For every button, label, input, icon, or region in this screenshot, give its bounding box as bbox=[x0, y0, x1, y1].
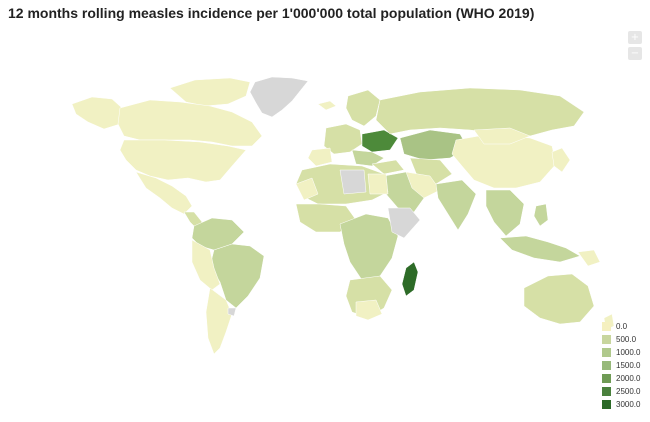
legend-item: 500.0 bbox=[602, 333, 640, 345]
region-alaska[interactable] bbox=[71, 96, 123, 130]
region-papua[interactable] bbox=[577, 249, 601, 267]
region-iberia[interactable] bbox=[307, 147, 333, 167]
legend-label: 500.0 bbox=[616, 334, 637, 344]
legend-swatch bbox=[602, 399, 611, 409]
region-mexico[interactable] bbox=[135, 171, 193, 215]
region-turkey[interactable] bbox=[371, 159, 405, 175]
legend-label: 1000.0 bbox=[616, 347, 641, 357]
region-western-europe[interactable] bbox=[323, 123, 363, 155]
region-western-sahara[interactable] bbox=[295, 177, 319, 201]
legend-swatch bbox=[602, 373, 611, 383]
legend-swatch bbox=[602, 386, 611, 396]
legend-label: 3000.0 bbox=[616, 399, 641, 409]
region-southeast-asia[interactable] bbox=[485, 189, 525, 237]
legend-item: 2500.0 bbox=[602, 385, 640, 397]
region-somalia-ethiopia[interactable] bbox=[387, 207, 421, 239]
legend-item: 0.0 bbox=[602, 320, 640, 332]
zoom-in-button[interactable]: + bbox=[628, 31, 642, 44]
zoom-out-button[interactable]: − bbox=[628, 47, 642, 60]
region-libya[interactable] bbox=[339, 169, 367, 195]
region-mongolia[interactable] bbox=[473, 127, 531, 145]
region-central-africa[interactable] bbox=[339, 213, 399, 281]
region-australia[interactable] bbox=[523, 273, 595, 325]
legend-label: 2000.0 bbox=[616, 373, 641, 383]
legend-item: 1500.0 bbox=[602, 359, 640, 371]
region-egypt[interactable] bbox=[367, 173, 389, 195]
legend-swatch bbox=[602, 360, 611, 370]
region-iran[interactable] bbox=[405, 171, 441, 199]
region-greenland[interactable] bbox=[249, 76, 309, 118]
legend-label: 1500.0 bbox=[616, 360, 641, 370]
legend-swatch bbox=[602, 321, 611, 331]
region-indonesia[interactable] bbox=[499, 235, 581, 263]
legend-swatch bbox=[602, 334, 611, 344]
legend-item: 3000.0 bbox=[602, 398, 640, 410]
legend-item: 1000.0 bbox=[602, 346, 640, 358]
region-eastern-europe[interactable] bbox=[351, 149, 385, 167]
region-argentina-chile[interactable] bbox=[205, 287, 233, 355]
region-peru-bolivia[interactable] bbox=[191, 239, 221, 291]
legend-swatch bbox=[602, 347, 611, 357]
legend-label: 0.0 bbox=[616, 321, 628, 331]
legend-label: 2500.0 bbox=[616, 386, 641, 396]
map-legend: 0.0 500.0 1000.0 1500.0 2000.0 2500.0 3000.0 bbox=[602, 320, 640, 411]
region-philippines[interactable] bbox=[533, 203, 549, 227]
region-korea-japan[interactable] bbox=[551, 147, 571, 173]
region-canada[interactable] bbox=[117, 99, 263, 147]
region-iceland[interactable] bbox=[317, 100, 337, 111]
zoom-controls: + − bbox=[628, 31, 642, 63]
region-usa[interactable] bbox=[119, 139, 247, 183]
region-canada-arctic[interactable] bbox=[169, 77, 251, 107]
region-ukraine[interactable] bbox=[361, 129, 399, 153]
region-uruguay[interactable] bbox=[227, 307, 237, 317]
region-russia[interactable] bbox=[375, 87, 585, 137]
map-title: 12 months rolling measles incidence per … bbox=[8, 5, 535, 21]
region-south-africa[interactable] bbox=[355, 299, 383, 321]
region-scandinavia[interactable] bbox=[345, 89, 381, 127]
region-madagascar[interactable] bbox=[401, 261, 419, 297]
legend-item: 2000.0 bbox=[602, 372, 640, 384]
region-india[interactable] bbox=[435, 179, 477, 231]
